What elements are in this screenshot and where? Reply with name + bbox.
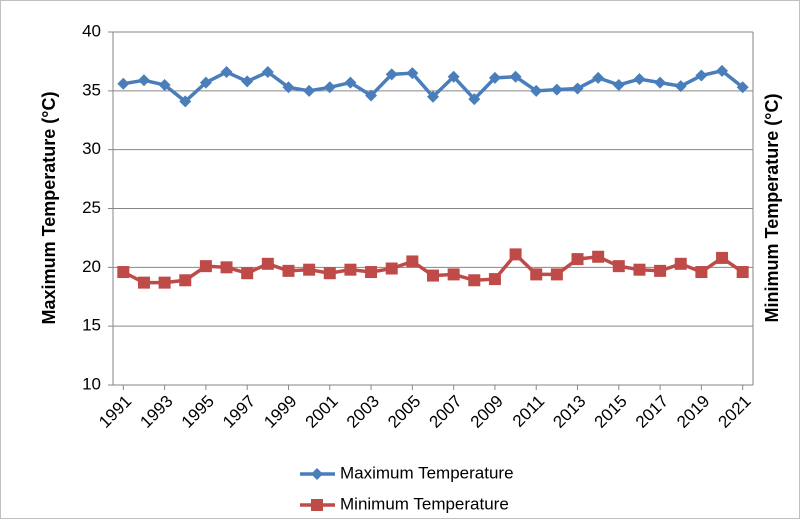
marker bbox=[612, 78, 625, 91]
marker bbox=[633, 73, 646, 86]
marker bbox=[117, 266, 130, 279]
marker bbox=[199, 260, 212, 273]
legend-marker bbox=[311, 499, 323, 511]
marker bbox=[303, 84, 316, 97]
marker bbox=[261, 66, 274, 79]
marker bbox=[158, 78, 171, 91]
marker bbox=[137, 276, 150, 289]
marker bbox=[550, 268, 563, 281]
marker bbox=[427, 90, 439, 103]
marker bbox=[282, 264, 295, 277]
marker bbox=[385, 262, 398, 275]
marker bbox=[654, 76, 667, 89]
marker bbox=[736, 81, 749, 94]
marker bbox=[633, 263, 646, 276]
marker bbox=[571, 82, 584, 95]
legend-label: Maximum Temperature bbox=[340, 463, 514, 482]
marker bbox=[550, 83, 563, 96]
marker bbox=[282, 81, 295, 94]
y-tick-label: 20 bbox=[82, 257, 101, 276]
marker bbox=[695, 266, 708, 279]
marker bbox=[509, 70, 522, 83]
y-tick-label: 25 bbox=[82, 198, 101, 217]
marker bbox=[716, 64, 729, 77]
marker bbox=[303, 263, 316, 276]
marker bbox=[716, 251, 729, 264]
marker bbox=[674, 257, 687, 270]
marker bbox=[179, 274, 192, 287]
marker bbox=[406, 255, 419, 268]
marker bbox=[654, 264, 667, 277]
marker bbox=[488, 273, 501, 286]
marker bbox=[736, 266, 749, 279]
marker bbox=[427, 269, 439, 282]
y-tick-label: 30 bbox=[82, 139, 101, 158]
marker bbox=[344, 263, 357, 276]
marker bbox=[695, 69, 708, 82]
marker bbox=[530, 84, 543, 97]
marker bbox=[261, 257, 274, 270]
marker bbox=[199, 76, 212, 89]
y-tick-label: 35 bbox=[82, 80, 101, 99]
marker bbox=[530, 268, 543, 281]
marker bbox=[509, 248, 522, 261]
legend-label: Minimum Temperature bbox=[340, 494, 509, 513]
marker bbox=[468, 274, 481, 287]
marker bbox=[158, 276, 171, 289]
marker bbox=[179, 95, 192, 108]
marker bbox=[592, 71, 605, 84]
y-axis-title: Maximum Temperature (°C) bbox=[39, 92, 59, 325]
marker bbox=[612, 260, 625, 273]
marker bbox=[117, 77, 130, 90]
y-tick-label: 15 bbox=[82, 316, 101, 335]
marker bbox=[468, 93, 481, 106]
marker bbox=[406, 67, 419, 80]
y-tick-label: 40 bbox=[82, 21, 101, 40]
marker bbox=[220, 261, 233, 274]
marker bbox=[241, 267, 254, 280]
marker bbox=[220, 66, 233, 79]
marker bbox=[488, 71, 501, 84]
marker bbox=[674, 80, 687, 93]
marker bbox=[323, 81, 336, 94]
marker bbox=[592, 250, 605, 263]
marker bbox=[447, 70, 460, 83]
marker bbox=[344, 76, 357, 89]
marker bbox=[365, 89, 378, 102]
marker bbox=[241, 75, 254, 88]
marker bbox=[447, 268, 460, 281]
y-tick-label: 10 bbox=[82, 374, 101, 393]
legend-marker bbox=[311, 468, 323, 480]
marker bbox=[137, 74, 150, 87]
marker bbox=[365, 266, 378, 279]
marker bbox=[323, 267, 336, 280]
marker bbox=[385, 68, 398, 81]
y2-axis-title: Minimum Temperature (°C) bbox=[762, 94, 782, 323]
marker bbox=[571, 253, 584, 266]
